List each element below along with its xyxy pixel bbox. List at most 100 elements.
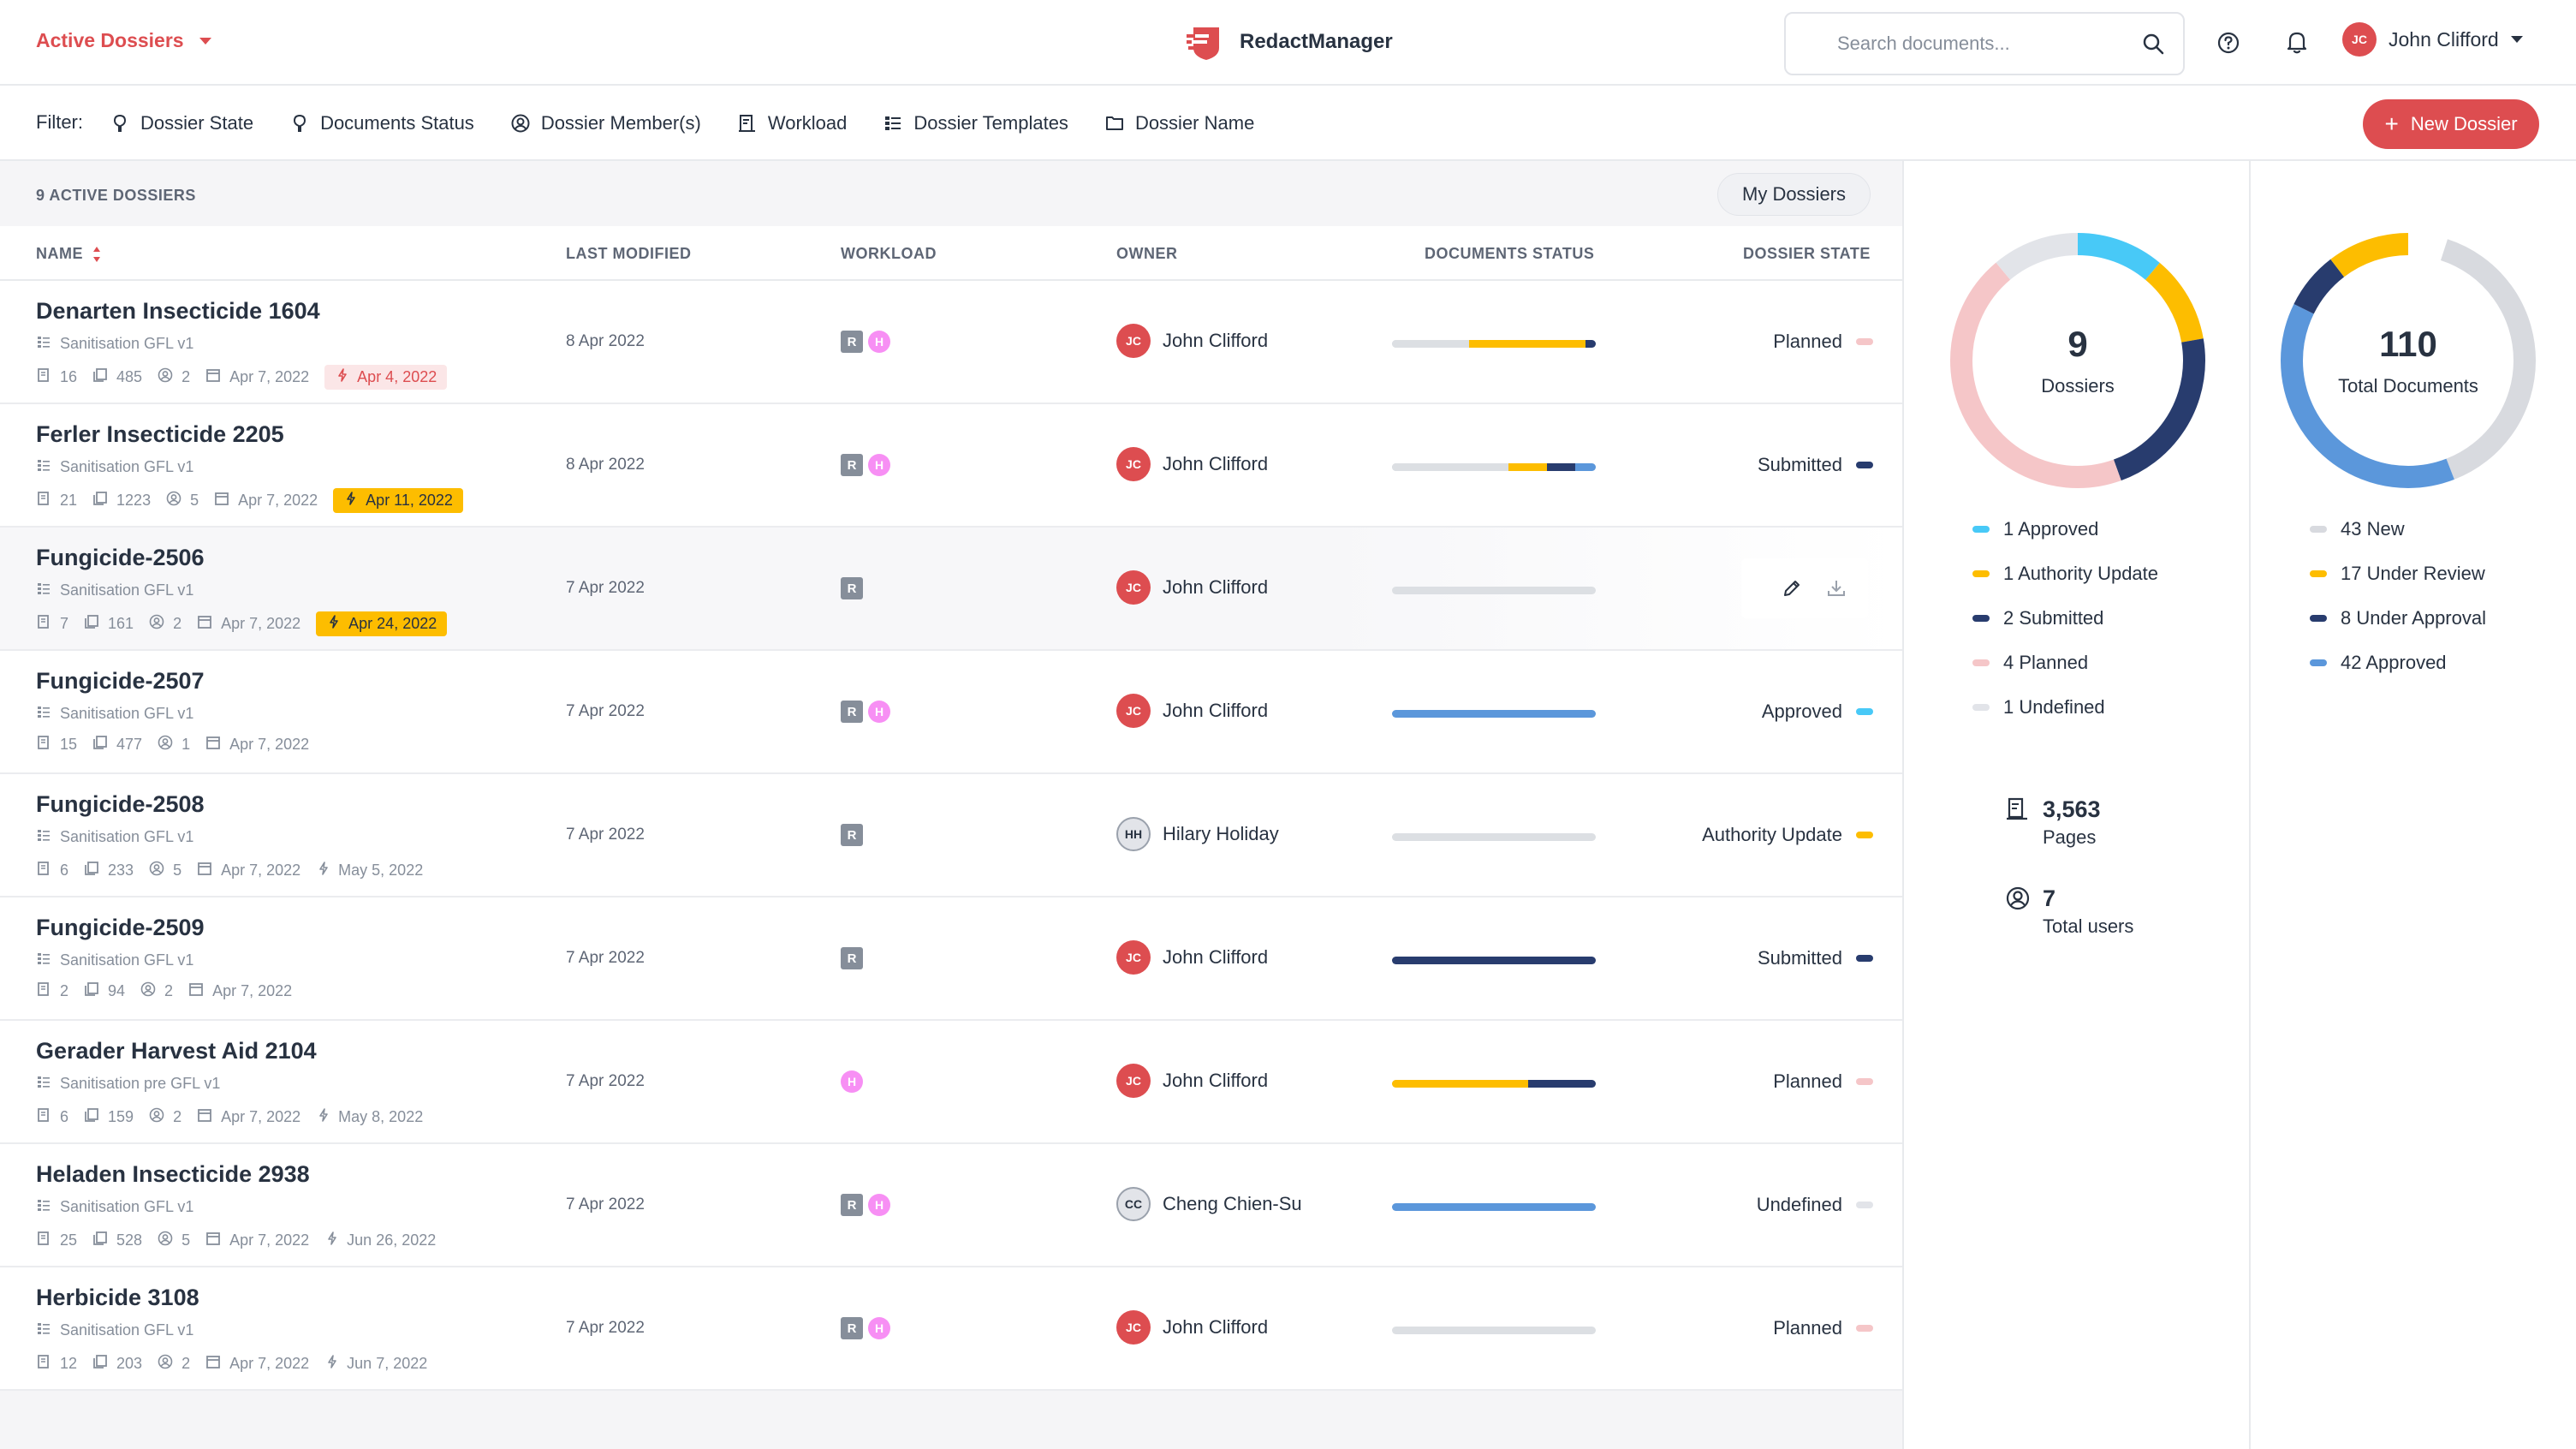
document-icon (36, 1107, 51, 1127)
column-header-workload[interactable]: WORKLOAD (841, 245, 937, 262)
column-header-name[interactable]: NAME (36, 245, 102, 264)
documents-count-value: 21 (60, 492, 78, 509)
pages-icon (92, 735, 108, 754)
pages-count-value: 1223 (116, 492, 152, 509)
created-date: Apr 7, 2022 (205, 1231, 309, 1250)
dossier-template: Sanitisation GFL v1 (36, 457, 193, 477)
notifications-bell-icon[interactable] (2285, 29, 2309, 55)
pages-icon (92, 1231, 108, 1250)
due-date: Apr 24, 2022 (316, 611, 448, 636)
column-header-last-modified[interactable]: LAST MODIFIED (566, 245, 692, 262)
template-name: Sanitisation pre GFL v1 (60, 1075, 221, 1092)
pages-icon (84, 1107, 99, 1127)
search-icon[interactable] (2142, 33, 2164, 55)
pages-icon (2007, 797, 2027, 820)
table-row[interactable]: Ferler Insecticide 2205 Sanitisation GFL … (0, 404, 1902, 528)
workload-badge-r: R (841, 1317, 863, 1339)
legend-swatch (1972, 704, 1990, 711)
donut-segment (1950, 233, 2205, 488)
dossier-state: Submitted (1758, 947, 1873, 969)
table-row[interactable]: Gerader Harvest Aid 2104 Sanitisation pre… (0, 1021, 1902, 1144)
documents-count: 12 (36, 1354, 77, 1374)
search-input[interactable] (1837, 33, 2142, 55)
created-date: Apr 7, 2022 (197, 861, 300, 880)
user-icon (149, 1107, 164, 1127)
dossier-stats: 2 94 2 Apr 7, 2022 (36, 981, 292, 1001)
active-dossiers-label: Active Dossiers (36, 29, 184, 51)
filter-label-dossier-state: Dossier State (140, 112, 254, 134)
table-row[interactable]: Fungicide-2507 Sanitisation GFL v1 15 477 1 A… (0, 651, 1902, 774)
created-date-value: Apr 7, 2022 (229, 368, 310, 385)
column-header-documents-status[interactable]: DOCUMENTS STATUS (1425, 245, 1595, 262)
template-icon (36, 1197, 51, 1217)
filter-dossier-members[interactable]: Dossier Member(s) (510, 104, 701, 142)
dossier-name[interactable]: Herbicide 3108 (36, 1285, 199, 1310)
owner-name: John Clifford (1163, 576, 1269, 598)
documents-status-bar (1392, 710, 1596, 718)
pages-summary: 3,563 Pages (2005, 796, 2101, 849)
dossier-name[interactable]: Ferler Insecticide 2205 (36, 421, 284, 447)
dossier-template: Sanitisation GFL v1 (36, 1197, 193, 1217)
column-header-owner[interactable]: OWNER (1116, 245, 1178, 262)
dossier-name[interactable]: Fungicide-2506 (36, 545, 205, 570)
column-header-dossier-state[interactable]: DOSSIER STATE (1743, 245, 1871, 262)
download-icon[interactable] (1825, 577, 1847, 599)
edit-pencil-icon[interactable] (1781, 577, 1803, 599)
table-row[interactable]: Fungicide-2508 Sanitisation GFL v1 6 233 5 Ap… (0, 774, 1902, 897)
dossier-name[interactable]: Heladen Insecticide 2938 (36, 1161, 310, 1187)
user-menu[interactable]: JC John Clifford (2342, 22, 2523, 57)
table-row[interactable]: Herbicide 3108 Sanitisation GFL v1 12 203 2 A… (0, 1267, 1902, 1391)
filter-dossier-templates[interactable]: Dossier Templates (883, 104, 1068, 142)
dossier-name[interactable]: Denarten Insecticide 1604 (36, 298, 320, 324)
workload-icon (738, 115, 755, 132)
search-documents-field[interactable] (1784, 12, 2185, 75)
last-modified: 7 Apr 2022 (566, 1196, 645, 1213)
template-icon (36, 581, 51, 600)
user-icon (149, 614, 164, 634)
my-dossiers-toggle[interactable]: My Dossiers (1717, 173, 1871, 216)
active-dossiers-dropdown[interactable]: Active Dossiers (36, 29, 211, 52)
documents-status-bar (1392, 1327, 1596, 1334)
table-row[interactable]: Heladen Insecticide 2938 Sanitisation GFL… (0, 1144, 1902, 1267)
state-indicator (1856, 1325, 1873, 1332)
donut-segment (1950, 233, 2205, 488)
template-name: Sanitisation GFL v1 (60, 1321, 194, 1339)
dossier-stats: 16 485 2 Apr 7, 2022 Apr 4, 2022 (36, 365, 448, 390)
table-row[interactable]: Denarten Insecticide 1604 Sanitisation GF… (0, 281, 1902, 404)
template-name: Sanitisation GFL v1 (60, 335, 194, 352)
template-name: Sanitisation GFL v1 (60, 1198, 194, 1215)
lightning-icon (324, 1354, 340, 1374)
table-row[interactable]: Fungicide-2506 Sanitisation GFL v1 7 161 2 Ap… (0, 528, 1902, 651)
help-icon[interactable] (2216, 31, 2240, 55)
pages-count: 159 (84, 1107, 134, 1127)
documents-status-bar (1392, 463, 1596, 471)
template-name: Sanitisation GFL v1 (60, 581, 194, 599)
created-date: Apr 7, 2022 (205, 367, 309, 387)
sort-icon[interactable] (92, 245, 102, 264)
new-dossier-button[interactable]: + New Dossier (2363, 99, 2539, 149)
documents-count: 25 (36, 1231, 77, 1250)
dossier-state-label: Planned (1773, 1070, 1842, 1092)
filter-workload[interactable]: Workload (737, 104, 847, 142)
dossier-name[interactable]: Fungicide-2507 (36, 668, 205, 694)
owner-name: John Clifford (1163, 700, 1269, 721)
users-summary: 7 Total users (2005, 886, 2133, 938)
legend-item: 8 Under Approval (2310, 607, 2486, 629)
documents-legend: 43 New 17 Under Review 8 Under Approval 42 … (2310, 518, 2486, 673)
legend-label: 42 Approved (2341, 652, 2447, 673)
dossier-state-label: Undefined (1756, 1194, 1842, 1215)
filter-dossier-state[interactable]: Dossier State (110, 104, 253, 142)
dossier-name[interactable]: Fungicide-2509 (36, 915, 205, 940)
dossier-name[interactable]: Fungicide-2508 (36, 791, 205, 817)
table-row[interactable]: Fungicide-2509 Sanitisation GFL v1 2 94 2 Apr… (0, 897, 1902, 1021)
filter-dossier-name[interactable]: Dossier Name (1104, 104, 1254, 142)
dossier-name[interactable]: Gerader Harvest Aid 2104 (36, 1038, 317, 1064)
app-logo[interactable]: RedactManager (1185, 22, 1393, 62)
workload-badge-r: R (841, 1194, 863, 1216)
dossier-template: Sanitisation GFL v1 (36, 704, 193, 724)
filter-documents-status[interactable]: Documents Status (289, 104, 474, 142)
table-header: NAME LAST MODIFIED WORKLOAD OWNER DOCUME… (0, 226, 1902, 281)
template-icon (36, 827, 51, 847)
created-date: Apr 7, 2022 (188, 981, 292, 1001)
